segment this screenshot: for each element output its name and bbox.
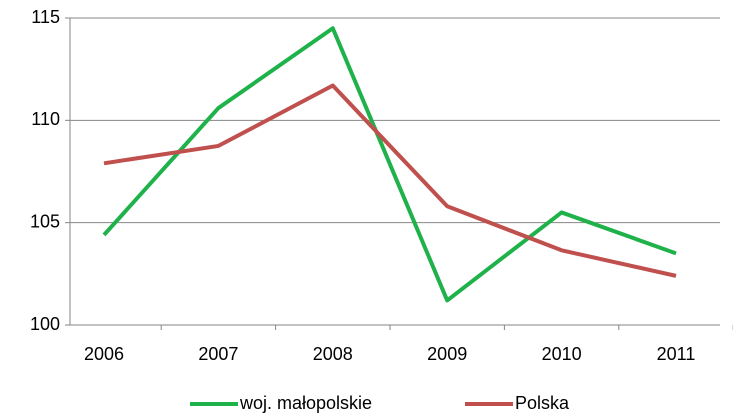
x-tick-label: 2006 [84, 344, 124, 364]
x-tick-label: 2008 [313, 344, 353, 364]
data-line [103, 83, 677, 278]
y-tick-label: 100 [30, 314, 60, 334]
x-tick-label: 2011 [657, 344, 696, 364]
data-line [102, 26, 677, 303]
x-tick-label: 2010 [542, 344, 582, 364]
legend-label: woj. małopolskie [239, 393, 372, 413]
legend-label: Polska [515, 393, 570, 413]
y-tick-label: 105 [30, 211, 60, 231]
y-tick-label: 110 [31, 109, 60, 129]
y-tick-label: 115 [31, 7, 60, 27]
x-tick-label: 2009 [427, 344, 467, 364]
x-tick-label: 2007 [198, 344, 238, 364]
